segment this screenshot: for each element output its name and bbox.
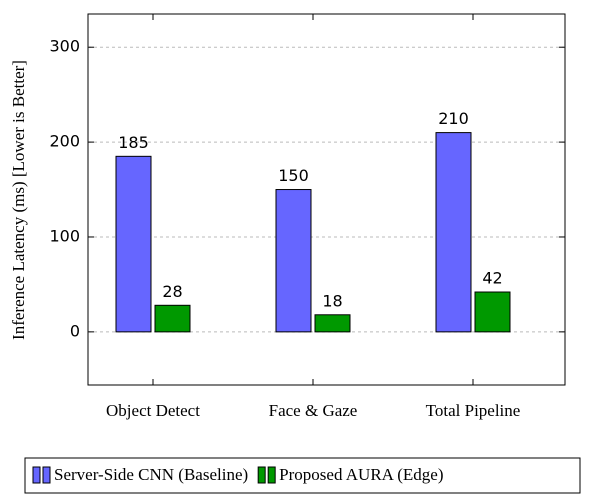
y-tick-label: 0 (70, 321, 80, 340)
value-label: 150 (278, 166, 309, 185)
x-tick-label: Object Detect (106, 401, 200, 420)
value-label: 42 (482, 269, 502, 288)
x-tick-label: Total Pipeline (426, 401, 521, 420)
y-tick-label: 300 (49, 37, 80, 56)
value-label: 28 (162, 282, 182, 301)
y-tick-label: 100 (49, 226, 80, 245)
legend-label: Proposed AURA (Edge) (279, 465, 443, 484)
plot-frame (87, 13, 566, 386)
x-tick-label: Face & Gaze (269, 401, 358, 420)
y-axis-label: Inference Latency (ms) [Lower is Better] (9, 60, 28, 340)
value-label: 18 (322, 291, 342, 310)
legend-swatch (267, 466, 276, 484)
bar (314, 314, 351, 333)
bar (115, 155, 152, 333)
value-label: 210 (438, 109, 469, 128)
bar (435, 132, 472, 333)
value-label: 185 (118, 133, 149, 152)
legend-label: Server-Side CNN (Baseline) (54, 465, 248, 484)
bar (154, 304, 191, 333)
legend-swatch (32, 466, 41, 484)
legend-swatch (257, 466, 266, 484)
legend-swatch (42, 466, 51, 484)
bar (474, 291, 511, 333)
legend-frame (24, 457, 581, 494)
bar (275, 189, 312, 333)
y-tick-label: 200 (49, 132, 80, 151)
